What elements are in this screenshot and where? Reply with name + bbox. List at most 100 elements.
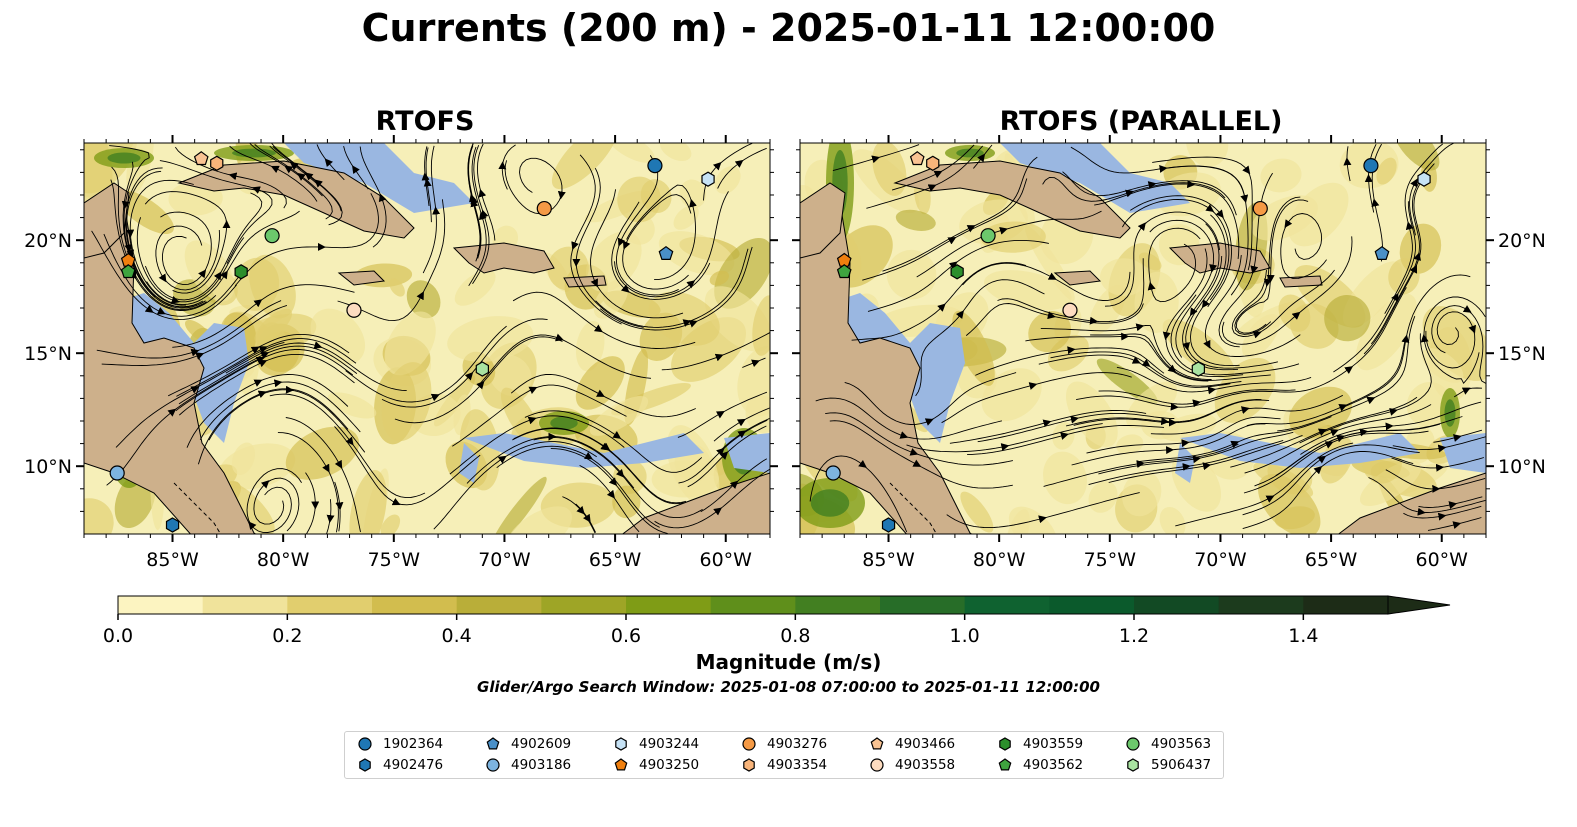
float-legend: 1902364 4902476 4902609 4903186 4903244 49032… [344,731,1224,779]
lon-tick-label: 75°W [368,549,421,571]
colorbar-segment [372,596,458,614]
lon-tick-label: 75°W [1084,549,1137,571]
float-marker-4903186 [109,465,125,481]
float-marker-4903558 [1062,302,1078,318]
colorbar-tick-label: 0.0 [103,625,133,647]
colorbar-tick-label: 0.6 [611,625,641,647]
colorbar-tick-label: 0.4 [442,625,472,647]
colorbar-segment [1134,596,1220,614]
lon-tick-label: 65°W [1305,549,1358,571]
legend-item-4903562: 4903562 [997,757,1083,773]
float-marker-4902476 [881,517,896,533]
lon-tick-label: 60°W [700,549,753,571]
legend-marker-icon [742,737,756,751]
float-marker-4903559 [950,264,964,280]
lat-tick-label: 20°N [24,230,72,252]
legend-label: 4903276 [767,736,828,752]
float-marker-4903354 [926,155,940,171]
colorbar-segment [795,596,881,614]
float-marker-4903562 [836,264,852,279]
legend-marker-icon [870,758,884,772]
legend-marker-icon [615,737,627,751]
lat-tick-label: 10°N [1498,456,1546,478]
float-marker-5906437 [1191,361,1206,377]
legend-item-4903559: 4903559 [997,736,1083,752]
colorbar-segment [287,596,373,614]
colorbar-tick-label: 1.2 [1119,625,1149,647]
figure-title: Currents (200 m) - 2025-01-11 12:00:00 [361,6,1216,50]
float-marker-1902364 [1363,158,1379,174]
legend-label: 4902609 [511,736,572,752]
legend-marker-icon [486,758,500,772]
legend-marker-icon [1126,737,1140,751]
float-marker-4903563 [264,228,280,244]
colorbar-segment [880,596,966,614]
colorbar-segment [1303,596,1389,614]
legend-item-1902364: 1902364 [357,736,443,752]
search-window-note: Glider/Argo Search Window: 2025-01-08 07… [477,678,1100,696]
lon-tick-label: 85°W [146,549,199,571]
panel-title-rtofs: RTOFS [375,106,475,137]
float-marker-4903276 [1252,200,1268,217]
legend-label: 4903186 [511,757,572,773]
legend-item-4903563: 4903563 [1125,736,1211,752]
legend-marker-icon [359,758,371,772]
legend-label: 4903244 [639,736,700,752]
colorbar-segment [118,596,204,614]
lon-tick-label: 60°W [1416,549,1469,571]
lon-tick-label: 70°W [478,549,531,571]
colorbar: 0.0 0.2 0.4 0.6 0.8 1.0 1.2 1.4 [103,595,1451,647]
legend-label: 4903562 [1023,757,1084,773]
map-panel-rtofs-parallel: 85°W 80°W 75°W 70°W 65°W 60°W 20°N 15°N 10°N [792,135,1546,571]
lat-tick-label: 20°N [1498,230,1546,252]
legend-label: 5906437 [1151,757,1212,773]
legend-label: 1902364 [383,736,444,752]
lat-tick-label: 15°N [1498,343,1546,365]
legend-item-4903354: 4903354 [741,757,827,773]
legend-label: 4903250 [639,757,700,773]
float-marker-4903562 [120,264,136,279]
lon-tick-label: 70°W [1194,549,1247,571]
legend-label: 4902476 [383,757,444,773]
legend-item-4903466: 4903466 [869,736,955,752]
colorbar-tick-label: 1.0 [950,625,980,647]
colorbar-tick-label: 0.2 [272,625,302,647]
float-marker-4903466 [909,151,925,166]
colorbar-segment [626,596,712,614]
legend-item-4903276: 4903276 [741,736,827,752]
legend-label: 4903559 [1023,736,1084,752]
colorbar-tick-label: 1.4 [1288,625,1318,647]
legend-item-4902609: 4902609 [485,736,571,752]
legend-item-4903250: 4903250 [613,757,699,773]
legend-item-4903186: 4903186 [485,757,571,773]
colorbar-segment [1218,596,1304,614]
float-marker-5906437 [475,361,489,377]
float-marker-4903244 [701,171,715,187]
legend-marker-icon [998,758,1012,771]
float-marker-4903558 [346,302,362,318]
legend-marker-icon [486,737,500,750]
float-marker-4902609 [658,245,674,260]
float-marker-1902364 [647,158,663,174]
colorbar-segment [456,596,542,614]
legend-marker-icon [870,737,884,750]
lon-tick-label: 80°W [973,549,1026,571]
colorbar-segment [964,596,1050,614]
lon-tick-label: 65°W [589,549,642,571]
legend-marker-icon [743,758,755,772]
legend-label: 4903354 [767,757,828,773]
float-marker-4903276 [536,200,552,217]
legend-label: 4903563 [1151,736,1212,752]
legend-marker-icon [358,737,372,751]
legend-item-4903244: 4903244 [613,736,699,752]
lon-tick-label: 85°W [862,549,915,571]
panel-title-rtofs-parallel: RTOFS (PARALLEL) [999,106,1283,137]
float-marker-4903563 [980,228,996,244]
colorbar-label: Magnitude (m/s) [695,650,882,674]
colorbar-segment [541,596,627,614]
colorbar-segment [1049,596,1135,614]
colorbar-segment [710,596,796,614]
float-marker-4903244 [1417,171,1431,187]
colorbar-tick-label: 0.8 [780,625,810,647]
legend-marker-icon [1127,758,1139,772]
